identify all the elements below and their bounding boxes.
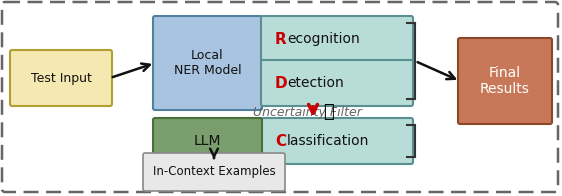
Text: R: R: [275, 32, 287, 46]
Text: D: D: [275, 75, 288, 91]
Text: Final
Results: Final Results: [480, 66, 530, 96]
FancyBboxPatch shape: [261, 60, 413, 106]
Text: Local
NER Model: Local NER Model: [174, 49, 241, 77]
Text: LLM: LLM: [194, 134, 221, 148]
Text: C: C: [275, 133, 286, 149]
FancyBboxPatch shape: [458, 38, 552, 124]
FancyBboxPatch shape: [143, 153, 285, 191]
Text: etection: etection: [287, 76, 344, 90]
Text: In-Context Examples: In-Context Examples: [153, 165, 275, 179]
FancyBboxPatch shape: [153, 118, 262, 164]
Text: Test Input: Test Input: [30, 72, 92, 84]
Text: Uncertainty Filter: Uncertainty Filter: [253, 105, 362, 119]
Text: lassification: lassification: [287, 134, 369, 148]
Text: ⛓: ⛓: [323, 103, 334, 121]
FancyBboxPatch shape: [10, 50, 112, 106]
FancyBboxPatch shape: [153, 16, 262, 110]
Text: ecognition: ecognition: [287, 32, 360, 46]
FancyBboxPatch shape: [261, 118, 413, 164]
FancyBboxPatch shape: [261, 16, 413, 62]
